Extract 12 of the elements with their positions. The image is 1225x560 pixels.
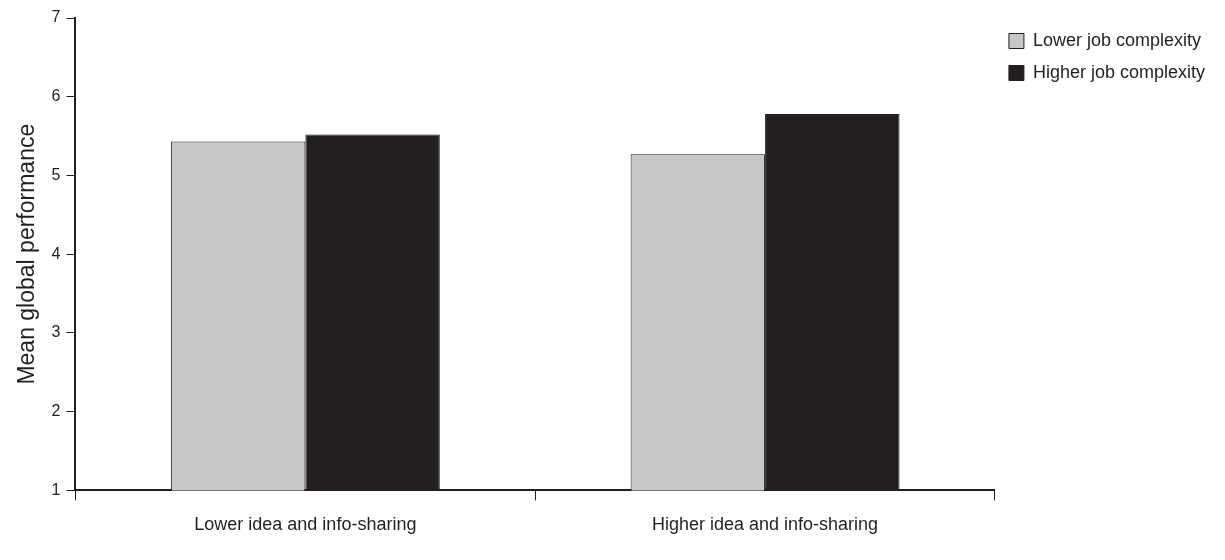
y-tick-label: 6 [51, 87, 61, 105]
y-tick-label: 5 [51, 165, 61, 183]
x-tick-label: Lower idea and info-sharing [194, 514, 417, 535]
legend-label: Higher job complexity [1032, 61, 1206, 82]
y-tick-label: 3 [51, 323, 61, 341]
y-tick-label: 2 [51, 402, 61, 420]
y-tick-label: 1 [51, 480, 61, 498]
x-tick-label: Higher idea and info-sharing [651, 514, 879, 535]
y-tick-label: 7 [51, 8, 61, 26]
y-tick-label: 4 [51, 244, 61, 262]
y-axis-title: Mean global performance [13, 123, 40, 385]
legend-label: Lower job complexity [1032, 29, 1202, 50]
